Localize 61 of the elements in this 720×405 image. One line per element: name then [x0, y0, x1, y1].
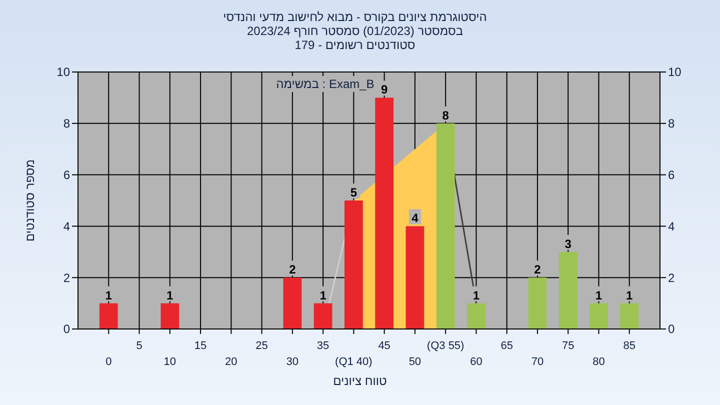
data-label: 2 [289, 262, 296, 277]
data-label: 8 [442, 108, 450, 122]
x-tick-label: 80 [592, 356, 605, 368]
x-tick-label: 65 [500, 340, 513, 352]
data-label: 2 [534, 262, 542, 277]
x-tick-label: (Q1 40) [335, 356, 372, 368]
data-label: 1 [166, 288, 174, 302]
y2-tick-label: 10 [668, 65, 682, 80]
x-tick-label: 35 [316, 340, 330, 352]
x-tick-label: 30 [286, 356, 299, 368]
bar [528, 278, 547, 329]
x-tick-label: 10 [164, 356, 176, 368]
data-label: 3 [564, 236, 572, 251]
bar [99, 303, 118, 329]
bar [314, 303, 332, 329]
y-tick-label: 0 [63, 322, 70, 336]
y-tick-label: 2 [63, 270, 70, 285]
x-tick-label: 75 [562, 340, 574, 352]
x-tick-label: 60 [470, 356, 482, 368]
bar [590, 303, 608, 329]
data-label: 1 [105, 288, 112, 302]
chart-title: היסטוגרמת ציונים בקורס - מבוא לחישוב מדעי והנדסי [223, 10, 487, 24]
data-label: 9 [380, 82, 388, 97]
bar [283, 278, 302, 329]
chart-subtitle: בסמסטר (01/2023) סמסטר חורף 2023/24 סטודנטים רשומים - 179 [246, 24, 464, 52]
x-tick-label: 15 [194, 340, 207, 352]
y-tick-label: 8 [63, 116, 70, 131]
x-tick-label: 50 [408, 356, 422, 368]
x-tick-label: 5 [136, 340, 142, 352]
y-tick-label: 4 [63, 219, 70, 234]
x-tick-label: (Q3 55) [426, 340, 464, 352]
bar [375, 98, 394, 329]
data-label: 1 [626, 288, 634, 302]
data-label: 4 [412, 211, 419, 226]
y2-tick-label: 8 [668, 116, 675, 131]
data-label: 1 [472, 288, 480, 302]
bar [558, 252, 578, 329]
x-tick-label: 85 [623, 340, 636, 352]
bar [160, 303, 180, 329]
bar [406, 226, 424, 329]
bar [436, 123, 455, 329]
y2-tick-label: 0 [668, 322, 675, 336]
bar [620, 303, 639, 329]
y-axis-title: מספר סטודנטים [23, 159, 37, 242]
bar [344, 200, 363, 329]
x-tick-label: 45 [378, 340, 390, 352]
x-tick-label: 70 [531, 356, 544, 368]
y2-tick-label: 2 [668, 270, 675, 285]
x-tick-label: 25 [256, 340, 268, 352]
annotation: במשימה : Exam_B [276, 77, 374, 91]
data-label: 1 [595, 288, 602, 302]
data-label: 1 [320, 288, 327, 302]
y2-tick-label: 4 [668, 219, 675, 234]
bar [467, 303, 486, 329]
x-axis-title: טווח ציונים [333, 374, 388, 388]
y-tick-label: 6 [63, 168, 70, 182]
x-tick-label: 20 [225, 356, 238, 368]
data-label: 5 [350, 186, 358, 200]
y2-tick-label: 6 [668, 168, 675, 182]
x-tick-label: 0 [106, 356, 112, 368]
y-tick-label: 10 [56, 65, 70, 80]
